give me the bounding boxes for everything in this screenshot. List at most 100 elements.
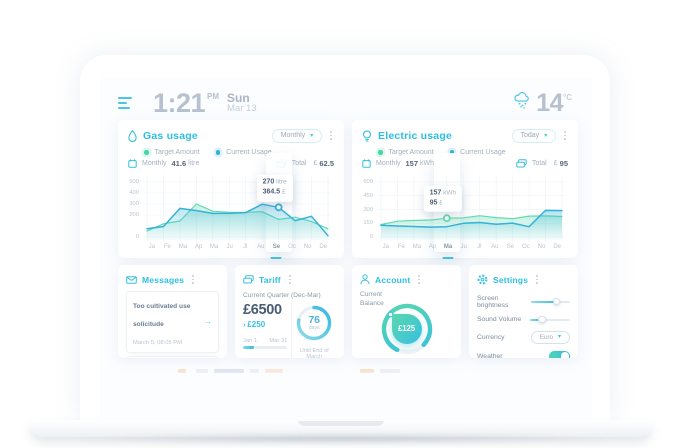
legend-target-label: Target Amount	[388, 149, 434, 156]
plot-area: 157 kWh 95 £	[378, 153, 565, 252]
y-axis-tick: 450	[363, 192, 373, 199]
y-axis-tick: 600	[363, 179, 373, 185]
chart-tooltip: 157 kWh 95 £	[423, 185, 463, 213]
x-axis-label[interactable]: Ma	[178, 244, 188, 250]
x-axis-label[interactable]: Ap	[194, 244, 203, 250]
messages-card: Messages Too cultivated use solicitude M…	[118, 265, 227, 358]
gas-usage-chart: 500 400 300 200 0 270 litre 364.5 £ Ja Fe Ma Ap M…	[128, 153, 334, 259]
clock-date: Mar 13	[227, 103, 257, 115]
stat-value: 41.6	[171, 159, 187, 168]
more-menu-icon[interactable]	[328, 129, 334, 142]
x-axis-label[interactable]: Ju	[226, 244, 233, 250]
card-title: Messages	[142, 274, 185, 285]
brightness-slider[interactable]	[530, 297, 570, 306]
days-value: 76	[308, 313, 321, 326]
x-axis-label[interactable]: Ma	[412, 244, 422, 250]
x-axis-label[interactable]: Fe	[397, 244, 405, 250]
laptop-shadow	[70, 433, 612, 444]
calendar-icon	[362, 159, 371, 168]
y-axis-tick: 400	[129, 190, 139, 196]
data-point-marker	[274, 203, 283, 212]
x-axis-label[interactable]: Se	[506, 244, 515, 250]
y-axis-tick: 300	[363, 206, 373, 213]
legend-target-label: Target Amount	[154, 149, 200, 156]
currency-dropdown[interactable]: Euro ▾	[530, 330, 570, 344]
envelope-icon	[126, 275, 137, 284]
x-axis-label[interactable]: No	[537, 244, 546, 250]
message-item[interactable]: Barton did feebly change man March 4, 02…	[126, 356, 219, 358]
gas-period-dropdown[interactable]: Monthly ▾	[271, 128, 323, 143]
card-title: Tariff	[259, 274, 281, 285]
slider-knob[interactable]	[538, 315, 546, 324]
x-axis-label[interactable]: Ja	[382, 244, 389, 250]
total-currency: £	[553, 160, 558, 167]
x-axis-label[interactable]: Ju	[460, 244, 467, 250]
gas-period-value: Monthly	[280, 132, 306, 139]
account-card: Account Current Balance	[352, 265, 461, 358]
person-icon	[360, 274, 370, 285]
legend: Target Amount Current Usage	[378, 149, 568, 156]
total-value: 62.5	[319, 159, 334, 168]
balance-label: Current Balance	[360, 291, 384, 307]
y-axis: 500 400 300 200 0	[128, 175, 141, 242]
x-axis-label[interactable]: Ap	[428, 244, 437, 250]
more-menu-icon[interactable]	[534, 273, 540, 286]
more-menu-icon[interactable]	[190, 273, 196, 286]
electric-period-dropdown[interactable]: Today ▾	[511, 128, 557, 143]
current-dot-icon	[215, 150, 221, 155]
laptop-notch	[298, 420, 384, 426]
temperature-value: 14	[536, 88, 564, 117]
card-title: Electric usage	[378, 129, 453, 142]
x-axis-label[interactable]: Jl	[243, 244, 248, 250]
chevron-down-icon: ▾	[544, 132, 548, 139]
data-point-marker	[442, 214, 451, 223]
target-dot-icon	[144, 150, 149, 155]
more-menu-icon[interactable]	[287, 273, 293, 286]
x-axis-label[interactable]: No	[303, 244, 312, 250]
balance-blob: £125	[391, 313, 422, 344]
money-icon	[243, 275, 254, 284]
x-axis: JaFeMaApMaJuJlAuSeOcNoDe	[144, 244, 331, 259]
total-label: Total	[531, 160, 547, 167]
x-axis-label[interactable]: De	[553, 244, 561, 250]
currency-label: Currency	[477, 333, 505, 341]
x-axis-label[interactable]: Au	[491, 244, 499, 250]
clock-day: Sun	[227, 90, 250, 105]
y-axis-tick: 500	[129, 179, 139, 185]
days-ring: 76 days	[295, 304, 333, 342]
volume-slider[interactable]	[530, 315, 570, 324]
x-axis-label[interactable]: Jl	[477, 244, 482, 250]
slider-knob[interactable]	[552, 297, 561, 306]
total-label: Total	[291, 160, 307, 167]
y-axis-tick: 200	[129, 212, 139, 218]
x-axis-label[interactable]: Oc	[288, 244, 296, 250]
balance-gauge: £125	[379, 301, 435, 357]
x-axis-label[interactable]: Au	[257, 244, 265, 250]
quarter-progress-bar	[243, 346, 288, 349]
brightness-label: Screen brightness	[477, 294, 509, 309]
stat-period-label: Monthly	[376, 160, 401, 167]
range-end-label: Mar 31	[269, 338, 288, 344]
y-axis: 600 450 300 150 0	[362, 175, 375, 242]
x-axis-label[interactable]: Oc	[522, 244, 530, 250]
weather-toggle[interactable]	[549, 351, 570, 358]
x-axis-label[interactable]: De	[319, 244, 327, 250]
ring-caption: Until End of March	[299, 348, 329, 358]
more-menu-icon[interactable]	[562, 129, 568, 142]
x-axis-label[interactable]: Fe	[163, 244, 171, 250]
calendar-icon	[128, 159, 137, 168]
card-title: Account	[375, 274, 411, 285]
legend-current-label: Current Usage	[226, 149, 272, 156]
clock-meridiem: PM	[207, 91, 220, 101]
message-item[interactable]: Too cultivated use solicitude March 5, 0…	[126, 290, 219, 353]
arrow-icon[interactable]: →	[204, 317, 212, 326]
x-axis-label[interactable]: Ja	[148, 244, 155, 250]
electric-period-value: Today	[520, 132, 540, 139]
menu-icon[interactable]	[118, 96, 133, 110]
clock: 1:21 PM Sun Mar 13	[153, 89, 257, 117]
x-axis-label[interactable]: Ma	[209, 244, 219, 250]
stat-unit: litre	[188, 160, 200, 167]
more-menu-icon[interactable]	[416, 273, 422, 286]
